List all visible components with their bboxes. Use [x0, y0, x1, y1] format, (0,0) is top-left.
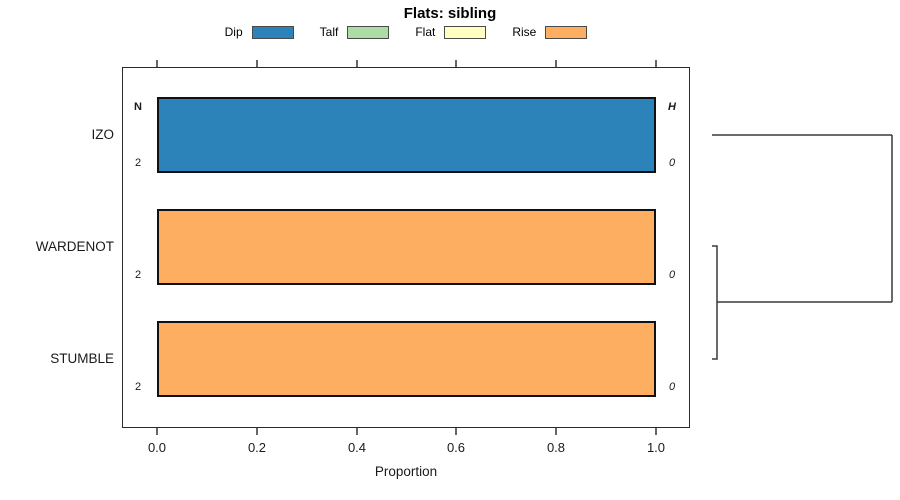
- x-tick-label: 0.8: [546, 440, 566, 455]
- n-value-wardenot: 2: [134, 269, 142, 281]
- n-value-stumble: 2: [134, 381, 142, 393]
- h-column-header: H: [668, 101, 676, 113]
- dendrogram: [712, 134, 893, 360]
- x-tick-label: 0.0: [147, 440, 167, 455]
- x-tick-label: 0.4: [347, 440, 367, 455]
- bottom-tick: [555, 428, 557, 435]
- bar-stumble: [157, 321, 656, 397]
- bottom-tick: [455, 428, 457, 435]
- legend-label: Flat: [415, 25, 436, 39]
- legend: Dip Talf Flat Rise: [122, 25, 690, 39]
- x-tick-label: 0.2: [247, 440, 267, 455]
- bottom-tick: [156, 428, 158, 435]
- bottom-tick: [256, 428, 258, 435]
- chart-title: Flats: sibling: [403, 5, 497, 22]
- n-column-header: N: [134, 101, 142, 113]
- legend-item-talf: Talf: [320, 25, 390, 39]
- legend-item-dip: Dip: [225, 25, 294, 39]
- top-tick: [156, 60, 158, 67]
- legend-swatch-dip: [251, 25, 294, 39]
- dendrogram-wardenot-stumble-bracket: [712, 245, 718, 360]
- h-value-stumble: 0: [668, 381, 676, 393]
- bottom-tick: [356, 428, 358, 435]
- y-label-stumble: STUMBLE: [50, 351, 114, 366]
- top-tick: [455, 60, 457, 67]
- x-axis-label: Proportion: [374, 464, 438, 479]
- legend-swatch-flat: [444, 25, 487, 39]
- h-value-izo: 0: [668, 157, 676, 169]
- h-value-wardenot: 0: [668, 269, 676, 281]
- top-tick: [256, 60, 258, 67]
- legend-item-flat: Flat: [415, 25, 487, 39]
- bar-izo: [157, 97, 656, 173]
- legend-label: Talf: [319, 25, 339, 39]
- top-tick: [655, 60, 657, 67]
- top-tick: [356, 60, 358, 67]
- legend-label: Rise: [512, 25, 537, 39]
- bottom-tick: [655, 428, 657, 435]
- y-label-izo: IZO: [91, 127, 115, 142]
- legend-label: Dip: [224, 25, 243, 39]
- x-tick-label: 0.6: [446, 440, 466, 455]
- legend-swatch-talf: [347, 25, 390, 39]
- top-tick: [555, 60, 557, 67]
- legend-swatch-rise: [545, 25, 588, 39]
- bar-wardenot: [157, 209, 656, 285]
- legend-item-rise: Rise: [512, 25, 588, 39]
- y-label-wardenot: WARDENOT: [35, 239, 114, 254]
- n-value-izo: 2: [134, 157, 142, 169]
- x-tick-label: 1.0: [646, 440, 666, 455]
